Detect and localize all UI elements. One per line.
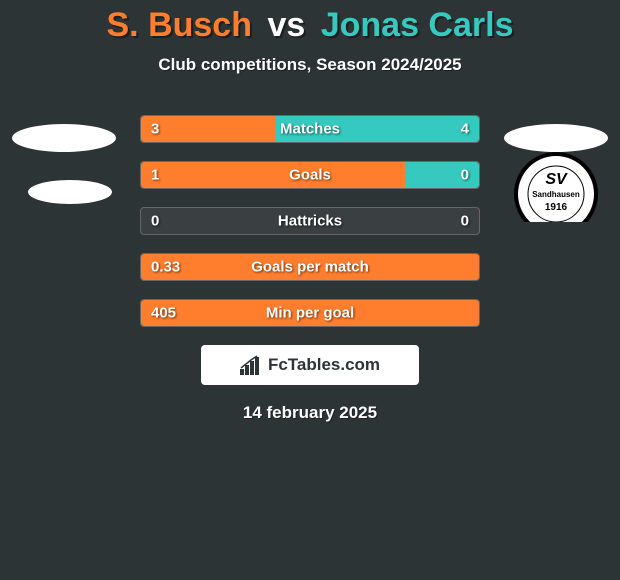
stat-value-left: 1 (151, 167, 159, 184)
crest-year: 1916 (545, 202, 568, 213)
stat-value-left: 0 (151, 213, 159, 230)
player1-name: S. Busch (107, 6, 252, 44)
snapshot-date: 14 february 2025 (0, 403, 620, 423)
stat-label: Hattricks (278, 213, 342, 230)
stat-label: Min per goal (266, 305, 354, 322)
stat-bar: 3 Matches 4 (140, 115, 480, 143)
player2-name: Jonas Carls (321, 6, 514, 44)
stat-value-right: 4 (461, 121, 469, 138)
stat-bar: 0 Hattricks 0 (140, 207, 480, 235)
stat-label: Matches (280, 121, 340, 138)
stat-value-right: 0 (461, 213, 469, 230)
stat-label: Goals per match (251, 259, 369, 276)
footer-attribution: FcTables.com (201, 345, 419, 385)
subtitle: Club competitions, Season 2024/2025 (0, 55, 620, 75)
stat-bar: 405 Min per goal (140, 299, 480, 327)
player1-avatar (8, 110, 120, 222)
vs-label: vs (267, 6, 305, 44)
player2-club-crest: SV Sandhausen 1916 (500, 110, 612, 222)
comparison-title: S. Busch vs Jonas Carls (0, 0, 620, 45)
stat-value-left: 405 (151, 305, 176, 322)
svg-text:SV: SV (545, 171, 568, 188)
crest-club-name: Sandhausen (532, 190, 580, 199)
stat-value-left: 3 (151, 121, 159, 138)
footer-site-name: FcTables.com (268, 355, 380, 375)
stat-label: Goals (289, 167, 331, 184)
stat-bar: 0.33 Goals per match (140, 253, 480, 281)
stat-value-left: 0.33 (151, 259, 180, 276)
stat-bar-fill-left (141, 162, 405, 188)
stats-bars-container: 3 Matches 4 1 Goals 0 0 Hattricks 0 0.33 Goals per… (140, 115, 480, 327)
stat-value-right: 0 (461, 167, 469, 184)
stat-bar-fill-left (141, 116, 276, 142)
stat-bar: 1 Goals 0 (140, 161, 480, 189)
fctables-icon (240, 355, 262, 375)
